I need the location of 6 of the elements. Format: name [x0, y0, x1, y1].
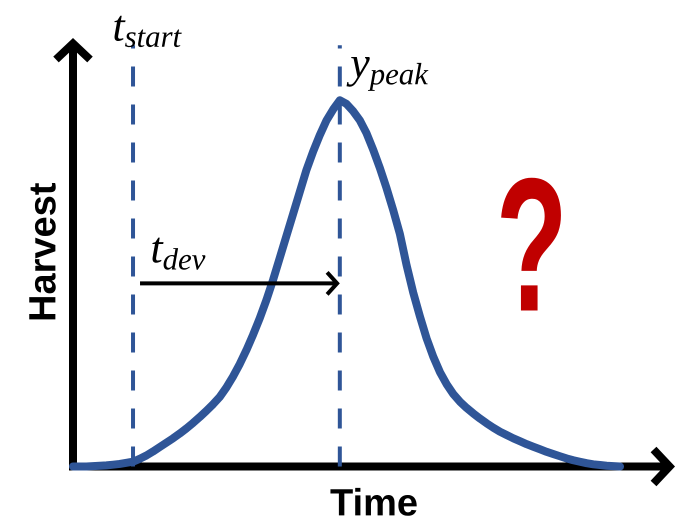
annotation: t$_{dev}$	[152, 238, 206, 270]
text: t$_{start}$	[114, 16, 182, 48]
y-axis-title: Harvest	[29, 183, 56, 320]
annotation: ?	[501, 178, 561, 310]
text: y$_{peak}$	[346, 57, 428, 91]
x-axis-title: Time	[330, 488, 417, 516]
